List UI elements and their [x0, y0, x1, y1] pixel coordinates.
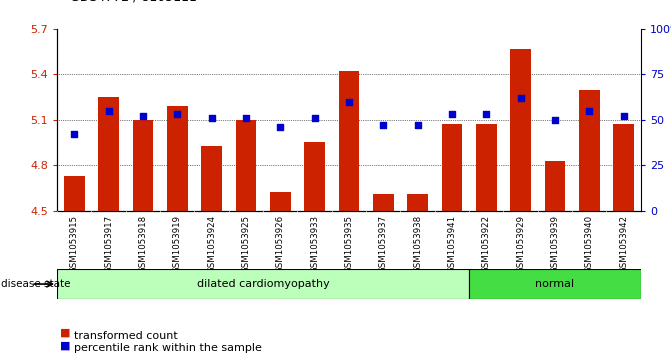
Text: GSM1053935: GSM1053935 [344, 215, 354, 273]
Bar [613, 124, 634, 211]
Point [138, 113, 148, 119]
Point [550, 117, 560, 123]
Text: transformed count: transformed count [74, 331, 178, 341]
Text: GSM1053929: GSM1053929 [516, 215, 525, 273]
Point [275, 124, 286, 130]
Point [206, 115, 217, 121]
Point [412, 122, 423, 128]
Text: GSM1053926: GSM1053926 [276, 215, 285, 273]
Bar [133, 120, 153, 211]
Point [309, 115, 320, 121]
Text: normal: normal [535, 279, 574, 289]
Text: GSM1053938: GSM1053938 [413, 215, 422, 273]
Bar [476, 124, 497, 211]
Bar [442, 124, 462, 211]
Text: GSM1053941: GSM1053941 [448, 215, 456, 273]
Bar [545, 160, 565, 211]
Point [103, 108, 114, 114]
Text: GSM1053917: GSM1053917 [104, 215, 113, 273]
Point [240, 115, 251, 121]
Text: ■: ■ [60, 328, 71, 338]
Bar [167, 106, 187, 211]
Bar [469, 269, 641, 299]
Text: GSM1053922: GSM1053922 [482, 215, 491, 273]
Text: GSM1053937: GSM1053937 [378, 215, 388, 273]
Bar [270, 192, 291, 211]
Bar [57, 269, 469, 299]
Bar [236, 120, 256, 211]
Text: disease state: disease state [1, 279, 70, 289]
Point [618, 113, 629, 119]
Text: GSM1053942: GSM1053942 [619, 215, 628, 273]
Bar [98, 97, 119, 211]
Point [172, 111, 183, 117]
Text: dilated cardiomyopathy: dilated cardiomyopathy [197, 279, 329, 289]
Bar [407, 194, 428, 211]
Text: GSM1053918: GSM1053918 [138, 215, 148, 273]
Point [515, 95, 526, 101]
Point [584, 108, 595, 114]
Bar [64, 176, 85, 211]
Bar [339, 72, 359, 211]
Bar [304, 142, 325, 211]
Bar [201, 146, 222, 211]
Point [447, 111, 458, 117]
Bar [373, 194, 394, 211]
Point [344, 99, 354, 105]
Text: percentile rank within the sample: percentile rank within the sample [74, 343, 262, 354]
Point [69, 131, 80, 137]
Text: GSM1053933: GSM1053933 [310, 215, 319, 273]
Text: ■: ■ [60, 340, 71, 351]
Text: GDS4772 / 8105111: GDS4772 / 8105111 [70, 0, 197, 4]
Text: GSM1053915: GSM1053915 [70, 215, 79, 273]
Point [378, 122, 389, 128]
Point [481, 111, 492, 117]
Text: GSM1053924: GSM1053924 [207, 215, 216, 273]
Text: GSM1053919: GSM1053919 [172, 215, 182, 273]
Text: GSM1053939: GSM1053939 [550, 215, 560, 273]
Text: GSM1053925: GSM1053925 [242, 215, 250, 273]
Bar [579, 90, 600, 211]
Bar [511, 49, 531, 211]
Text: GSM1053940: GSM1053940 [585, 215, 594, 273]
